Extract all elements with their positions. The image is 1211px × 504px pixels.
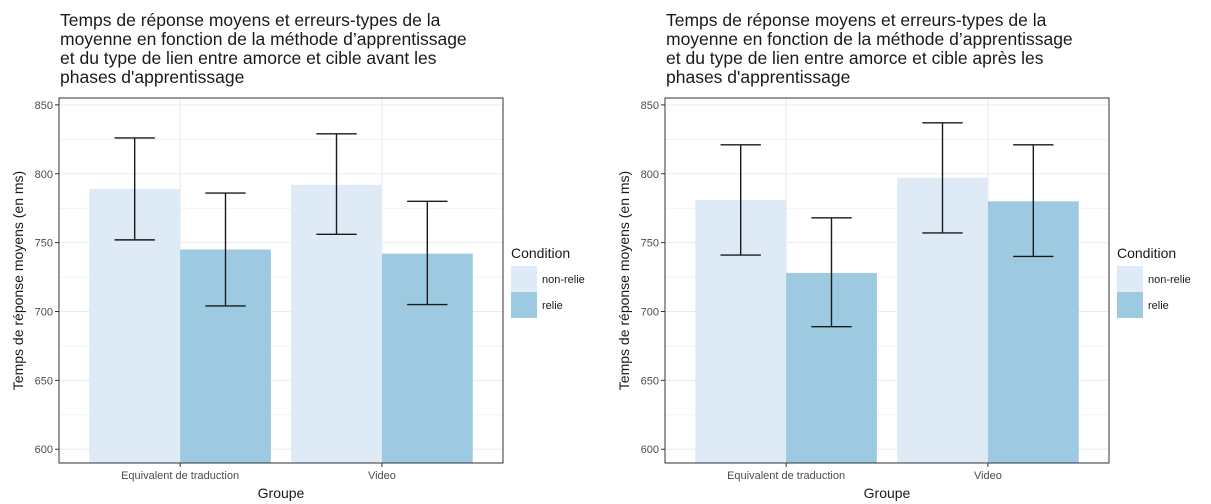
x-tick-label: Video (974, 470, 1002, 482)
y-tick-label: 850 (35, 100, 53, 112)
plot-panel-border (58, 97, 504, 464)
legend-label-relie: relie (542, 300, 563, 312)
chart-title-line: et du type de lien entre amorce et cible… (666, 48, 1044, 68)
y-tick-label: 650 (35, 375, 53, 387)
y-tick-label: 650 (641, 375, 659, 387)
chart-title-line: moyenne en fonction de la méthode d’appr… (666, 29, 1073, 49)
y-tick-label: 800 (641, 169, 659, 181)
y-tick-label: 700 (35, 306, 53, 318)
chart-panel-before: Temps de réponse moyens et erreurs-types… (0, 0, 605, 504)
y-tick-label: 850 (641, 100, 659, 112)
legend-swatch-non-relie (511, 266, 537, 292)
chart-title-line: Temps de réponse moyens et erreurs-types… (666, 10, 1047, 30)
legend-label-non-relie: non-relie (1148, 274, 1191, 286)
legend-label-non-relie: non-relie (542, 274, 585, 286)
bar-chart-after: 600 650 700 750 800 850 Equivalent de traducti… (616, 97, 1191, 501)
y-tick-label: 600 (641, 444, 659, 456)
plot-panel-border (664, 97, 1110, 464)
bar-chart-before: 600 650 700 750 800 850 Equivalent de traducti… (10, 97, 585, 501)
x-axis-title: Groupe (258, 485, 305, 501)
y-axis-title: Temps de réponse moyens (en ms) (10, 171, 26, 390)
chart-title-line: Temps de réponse moyens et erreurs-types… (60, 10, 441, 30)
y-tick-label: 600 (35, 444, 53, 456)
chart-title-line: phases d'apprentissage (666, 67, 851, 87)
chart-title-line: phases d'apprentissage (60, 67, 245, 87)
legend-swatch-non-relie (1117, 266, 1143, 292)
chart-title-line: moyenne en fonction de la méthode d’appr… (60, 29, 467, 49)
x-tick-label: Equivalent de traduction (121, 470, 239, 482)
legend-swatch-relie (1117, 292, 1143, 318)
chart-title: Temps de réponse moyens et erreurs-types… (60, 11, 467, 87)
y-tick-label: 750 (35, 238, 53, 250)
chart-title-line: et du type de lien entre amorce et cible… (60, 48, 437, 68)
x-axis-title: Groupe (864, 485, 911, 501)
y-tick-label: 700 (641, 306, 659, 318)
legend-swatch-relie (511, 292, 537, 318)
y-axis-title: Temps de réponse moyens (en ms) (616, 171, 632, 390)
legend-title: Condition (1117, 245, 1176, 261)
legend-title: Condition (511, 245, 570, 261)
y-tick-label: 800 (35, 169, 53, 181)
chart-title: Temps de réponse moyens et erreurs-types… (666, 11, 1073, 87)
x-tick-label: Video (368, 470, 396, 482)
chart-panel-after: Temps de réponse moyens et erreurs-types… (606, 0, 1211, 504)
legend-label-relie: relie (1148, 300, 1169, 312)
y-tick-label: 750 (641, 238, 659, 250)
x-tick-label: Equivalent de traduction (727, 470, 845, 482)
